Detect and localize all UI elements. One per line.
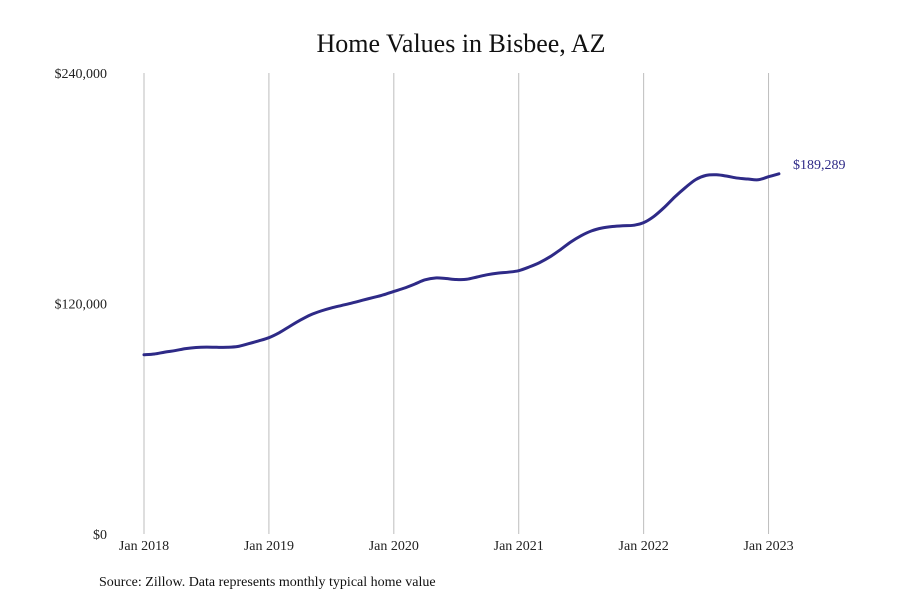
x-tick-label: Jan 2021 [494,539,544,554]
y-tick-label: $0 [93,528,107,543]
chart-title: Home Values in Bisbee, AZ [316,29,605,58]
y-tick-label: $240,000 [55,67,108,82]
x-tick-label: Jan 2023 [743,539,793,554]
x-axis-tick-labels: Jan 2018 Jan 2019 Jan 2020 Jan 2021 Jan 2022… [119,539,794,554]
y-axis-tick-labels: $0 $120,000 $240,000 [55,67,108,543]
x-tick-label: Jan 2020 [369,539,419,554]
latest-value-label: $189,289 [793,158,846,173]
vertical-gridlines [143,73,770,534]
x-tick-label: Jan 2019 [244,539,294,554]
home-value-series-line [142,172,781,357]
source-note: Source: Zillow. Data represents monthly … [99,575,436,590]
y-tick-label: $120,000 [55,298,108,313]
x-tick-label: Jan 2018 [119,539,169,554]
x-tick-label: Jan 2022 [619,539,669,554]
